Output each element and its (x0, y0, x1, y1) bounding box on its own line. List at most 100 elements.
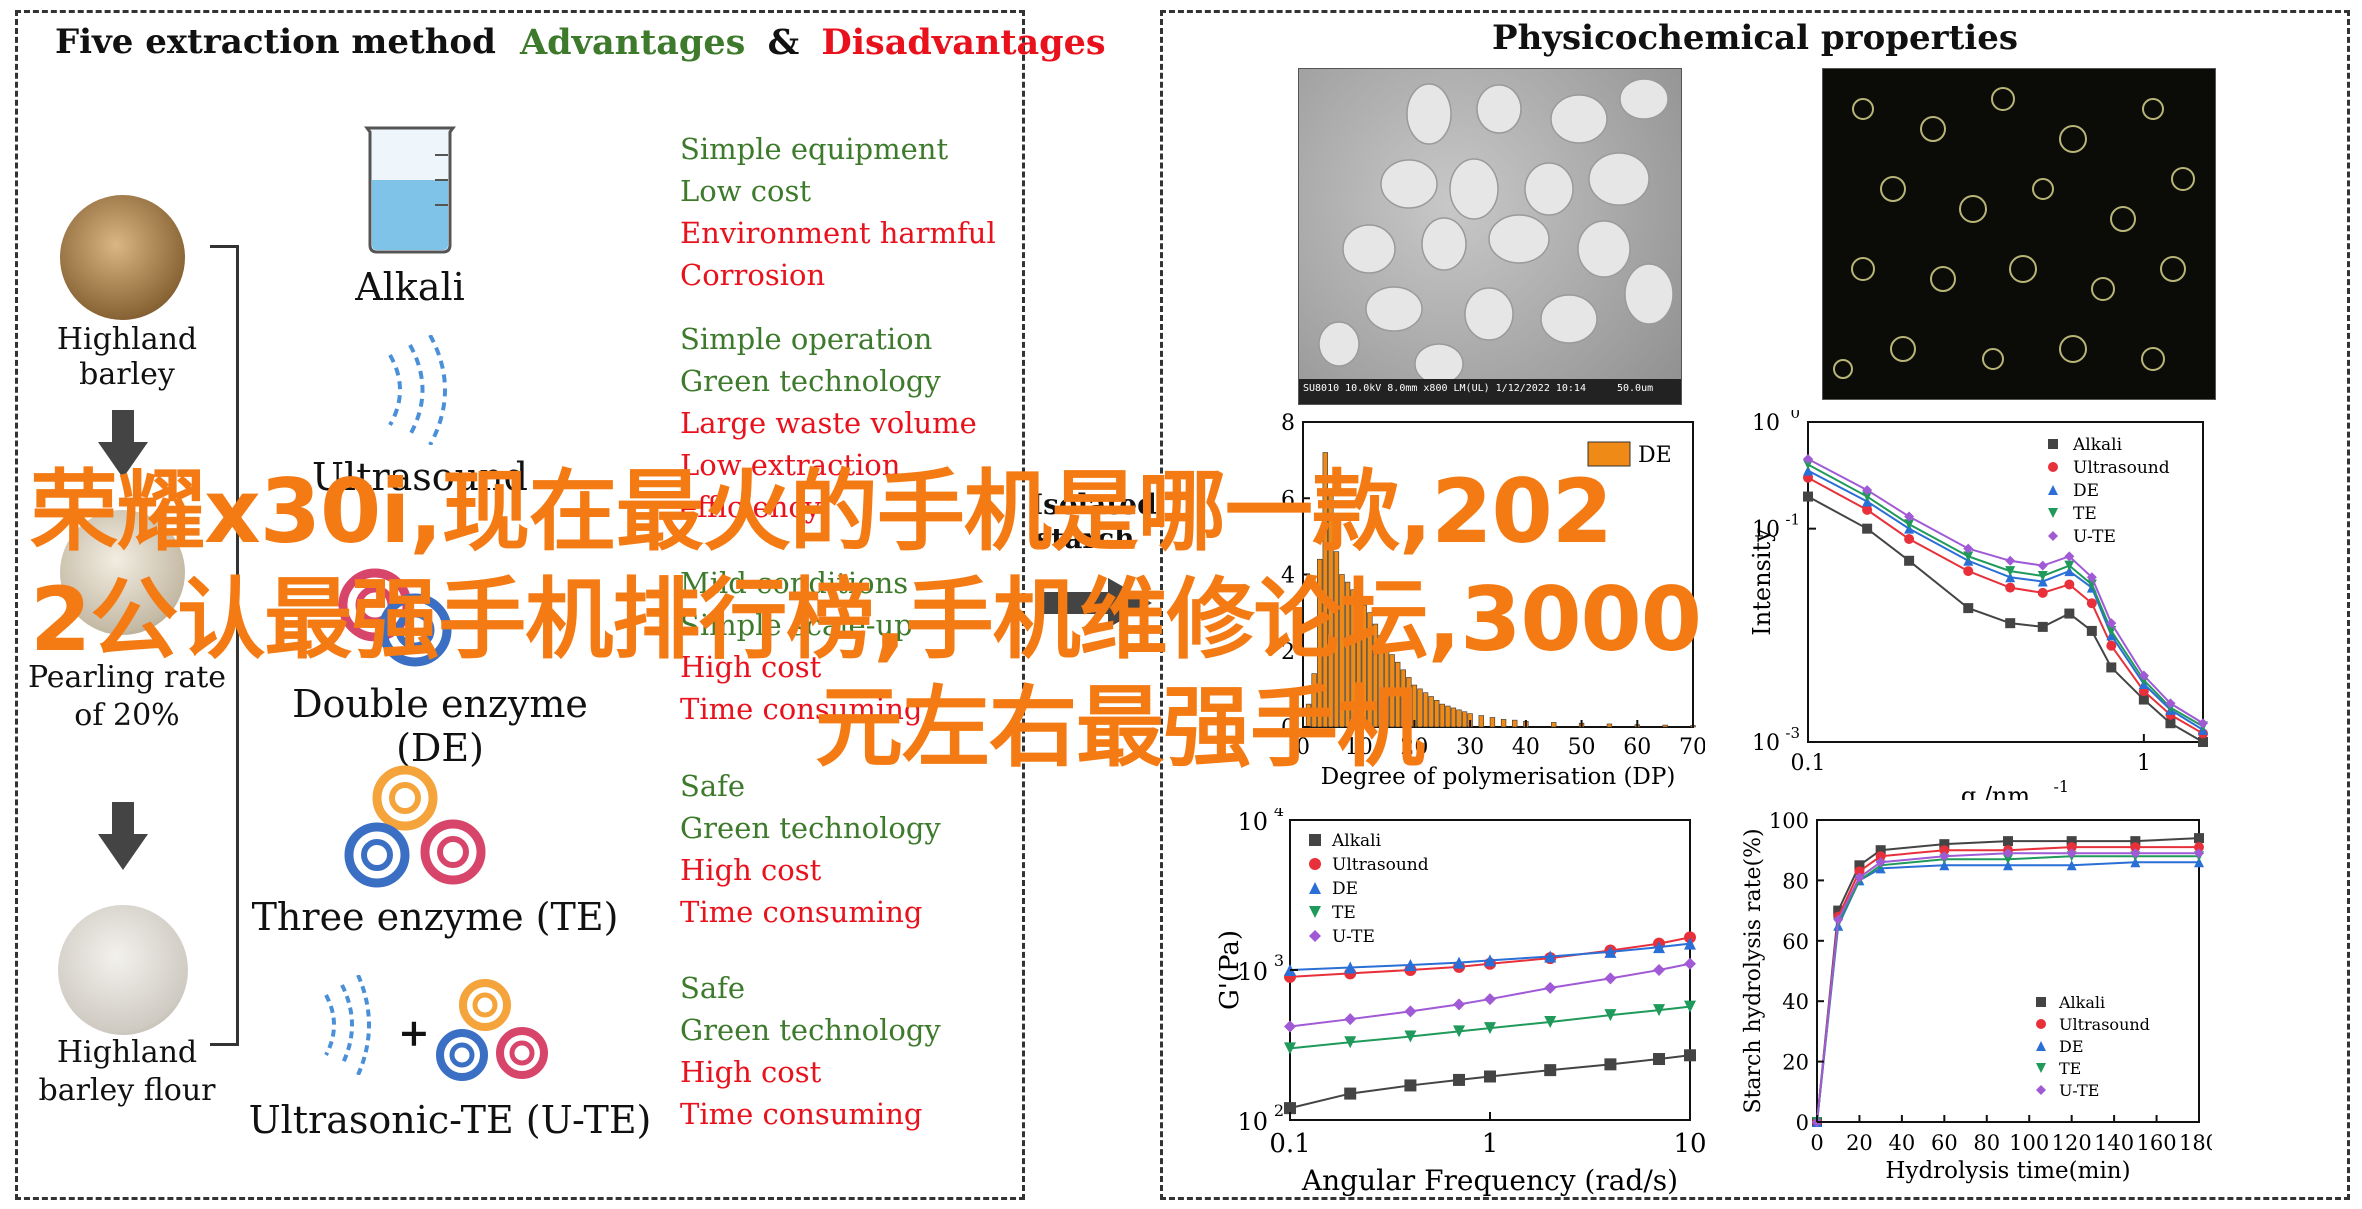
te-pros-cons: Safe Green technology High cost Time con… (680, 765, 941, 933)
series-line (1807, 458, 2204, 725)
data-point (1939, 851, 1950, 862)
data-point (2130, 848, 2141, 859)
pro-item: Low cost (680, 174, 811, 208)
y-tick-label: 10 (1752, 518, 1780, 543)
con-item: High cost (680, 1055, 822, 1089)
y-tick-label: 10 (1237, 808, 1268, 836)
data-point (1544, 981, 1557, 994)
data-point (1404, 1079, 1417, 1092)
data-point (2066, 836, 2077, 847)
method-name-ultrasound: Ultrasound (312, 455, 528, 499)
data-point (1939, 845, 1950, 856)
double-enzyme-icon (330, 560, 460, 674)
data-point (2037, 621, 2048, 632)
data-point (1604, 1058, 1617, 1071)
data-point (1653, 964, 1666, 976)
x-tick-label: 60 (1623, 735, 1651, 760)
data-point (2003, 836, 2013, 847)
pros-cons-header: Advantages & Disadvantages (520, 22, 1106, 63)
data-point (2036, 1041, 2046, 1051)
overlay-text-line1: 荣耀x30i,现在最火的手机是哪一款,202 (30, 460, 1613, 563)
x-tick-label: 1 (1482, 1129, 1499, 1159)
bar (1389, 654, 1395, 728)
con-item: Environment harmful (680, 216, 996, 250)
ultrasound-wave-icon (380, 334, 460, 449)
bar (1551, 722, 1557, 728)
x-tick-label: 30 (1456, 735, 1484, 760)
y-tick-exponent: 0 (1790, 410, 1800, 422)
data-point (2003, 854, 2013, 865)
x-tick-label: 40 (1512, 735, 1540, 760)
data-point (2165, 718, 2176, 729)
x-tick-label: 0 (1810, 1131, 1823, 1155)
data-point (1344, 1087, 1357, 1100)
x-tick-label: 20 (1846, 1131, 1873, 1155)
data-point (2037, 576, 2048, 587)
bar (1367, 612, 1373, 728)
bar (1478, 715, 1484, 728)
polarized-micrograph (1822, 68, 2216, 400)
data-point (1904, 519, 1915, 530)
legend-label: U-TE (1332, 927, 1375, 947)
method-name-ute: Ultrasonic-TE (U-TE) (248, 1098, 652, 1142)
data-point (2036, 997, 2046, 1007)
data-point (1833, 914, 1844, 925)
bar (1489, 717, 1496, 728)
left-panel (15, 10, 1025, 1200)
sem-caption: SU8010 10.0kV 8.0mm x800 LM(UL) 1/12/202… (1303, 383, 1586, 394)
data-point (1404, 1030, 1417, 1043)
data-point (1344, 961, 1357, 974)
bar (1333, 551, 1340, 728)
legend-label: Ultrasound (2059, 1015, 2150, 1034)
data-point (1854, 860, 1865, 871)
data-point (1904, 555, 1915, 566)
data-point (2130, 857, 2141, 868)
rheology-chart: 10 4 10 3 10 2 0.1 1 10 Angular Frequency (rad/s)… (1215, 808, 1707, 1197)
overlay-text-line2: 2公认最强手机排行榜,手机维修论坛,3000 (30, 568, 1702, 671)
data-point (2138, 670, 2149, 681)
data-point (1854, 872, 1865, 883)
method-name-alkali: Alkali (355, 265, 465, 309)
data-point (2048, 462, 2058, 472)
data-point (1939, 839, 1950, 850)
data-point (2106, 618, 2117, 629)
series-line (1807, 476, 2204, 735)
ampersand: & (767, 22, 800, 63)
bar (1606, 723, 1613, 728)
bar (1422, 692, 1429, 728)
legend-label: Alkali (2072, 435, 2123, 455)
data-point (1484, 993, 1496, 1006)
data-point (1453, 1073, 1466, 1086)
data-point (2036, 1019, 2046, 1029)
y-axis-label: G'(Pa) (1215, 930, 1245, 1010)
y-tick-label: 40 (1782, 990, 1809, 1014)
x-tick-label: 10 (1673, 1129, 1706, 1159)
de-pros-cons: Mild conditions Simple scale-up High cos… (680, 562, 922, 730)
disadvantages-label: Disadvantages (821, 22, 1106, 63)
highland-barley-photo (60, 195, 185, 320)
series-line (1816, 852, 2199, 1123)
advantages-label: Advantages (520, 22, 746, 63)
data-point (2194, 848, 2204, 859)
bar (1450, 707, 1457, 728)
data-point (2037, 587, 2048, 598)
data-point (1862, 523, 1873, 534)
data-point (1862, 485, 1873, 496)
data-point (1284, 1102, 1296, 1115)
data-point (1309, 858, 1321, 870)
y-tick-label: 80 (1782, 869, 1809, 893)
bar (1395, 661, 1401, 728)
bar (1439, 703, 1445, 728)
data-point (1604, 972, 1617, 985)
pro-item: Mild conditions (680, 566, 909, 600)
data-point (2036, 1085, 2046, 1095)
con-item: Time consuming (680, 1097, 923, 1131)
x-axis-label: q /nm (1961, 782, 2031, 800)
data-point (2198, 737, 2208, 747)
data-point (1862, 491, 1873, 502)
x-tick-label: 70 (1679, 735, 1705, 760)
bar (1434, 700, 1440, 728)
x-tick-label: 60 (1931, 1131, 1958, 1155)
sem-scale-bar: 50.0um (1617, 383, 1654, 394)
bar (1417, 688, 1423, 728)
